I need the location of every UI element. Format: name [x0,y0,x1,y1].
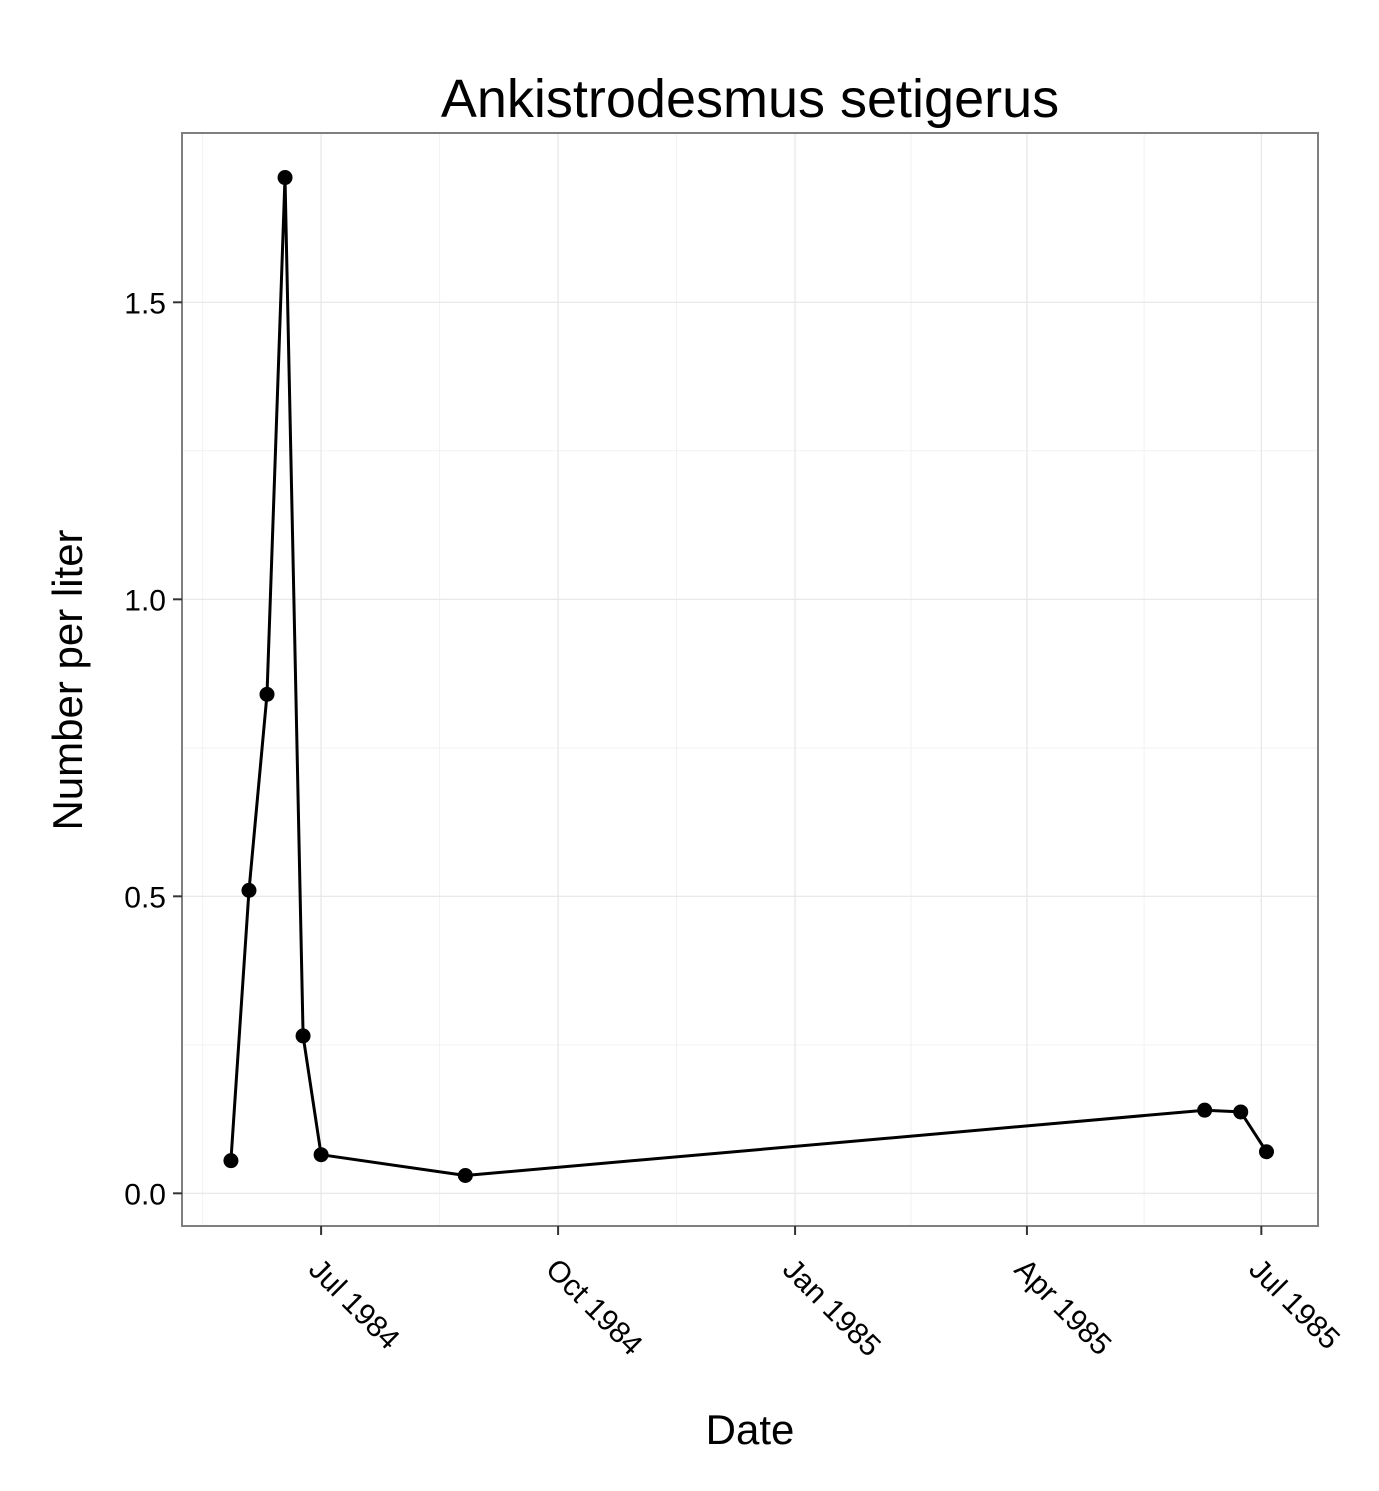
y-tick-label: 0.0 [124,1178,166,1211]
x-axis-title: Date [706,1406,795,1453]
data-point [1233,1104,1249,1120]
x-tick-label: Jul 1985 [1242,1253,1346,1357]
y-axis-title: Number per liter [44,529,91,830]
data-point [1197,1102,1213,1118]
y-tick-label: 1.0 [124,584,166,617]
data-point [241,882,257,898]
plot-area: 0.0 0.5 1.0 1.5 Jul 1984 Oct 1984 Jan 1985 Apr … [124,132,1346,1364]
data-point [259,686,275,702]
x-tick-label: Apr 1985 [1008,1253,1117,1362]
y-tick-label: 0.5 [124,881,166,914]
x-tick-label: Jan 1985 [776,1253,887,1364]
data-point [457,1168,473,1184]
data-point [1258,1144,1274,1160]
series-line [229,176,1268,1177]
data-point [223,1153,239,1169]
plot-border [181,132,1319,1227]
x-tick-label: Jul 1984 [302,1253,406,1357]
data-point [277,170,293,186]
y-tick-label: 1.5 [124,287,166,320]
data-point [313,1147,329,1163]
chart-title: Ankistrodesmus setigerus [441,69,1059,129]
x-tick-label: Oct 1984 [539,1253,648,1362]
data-point [295,1028,311,1044]
